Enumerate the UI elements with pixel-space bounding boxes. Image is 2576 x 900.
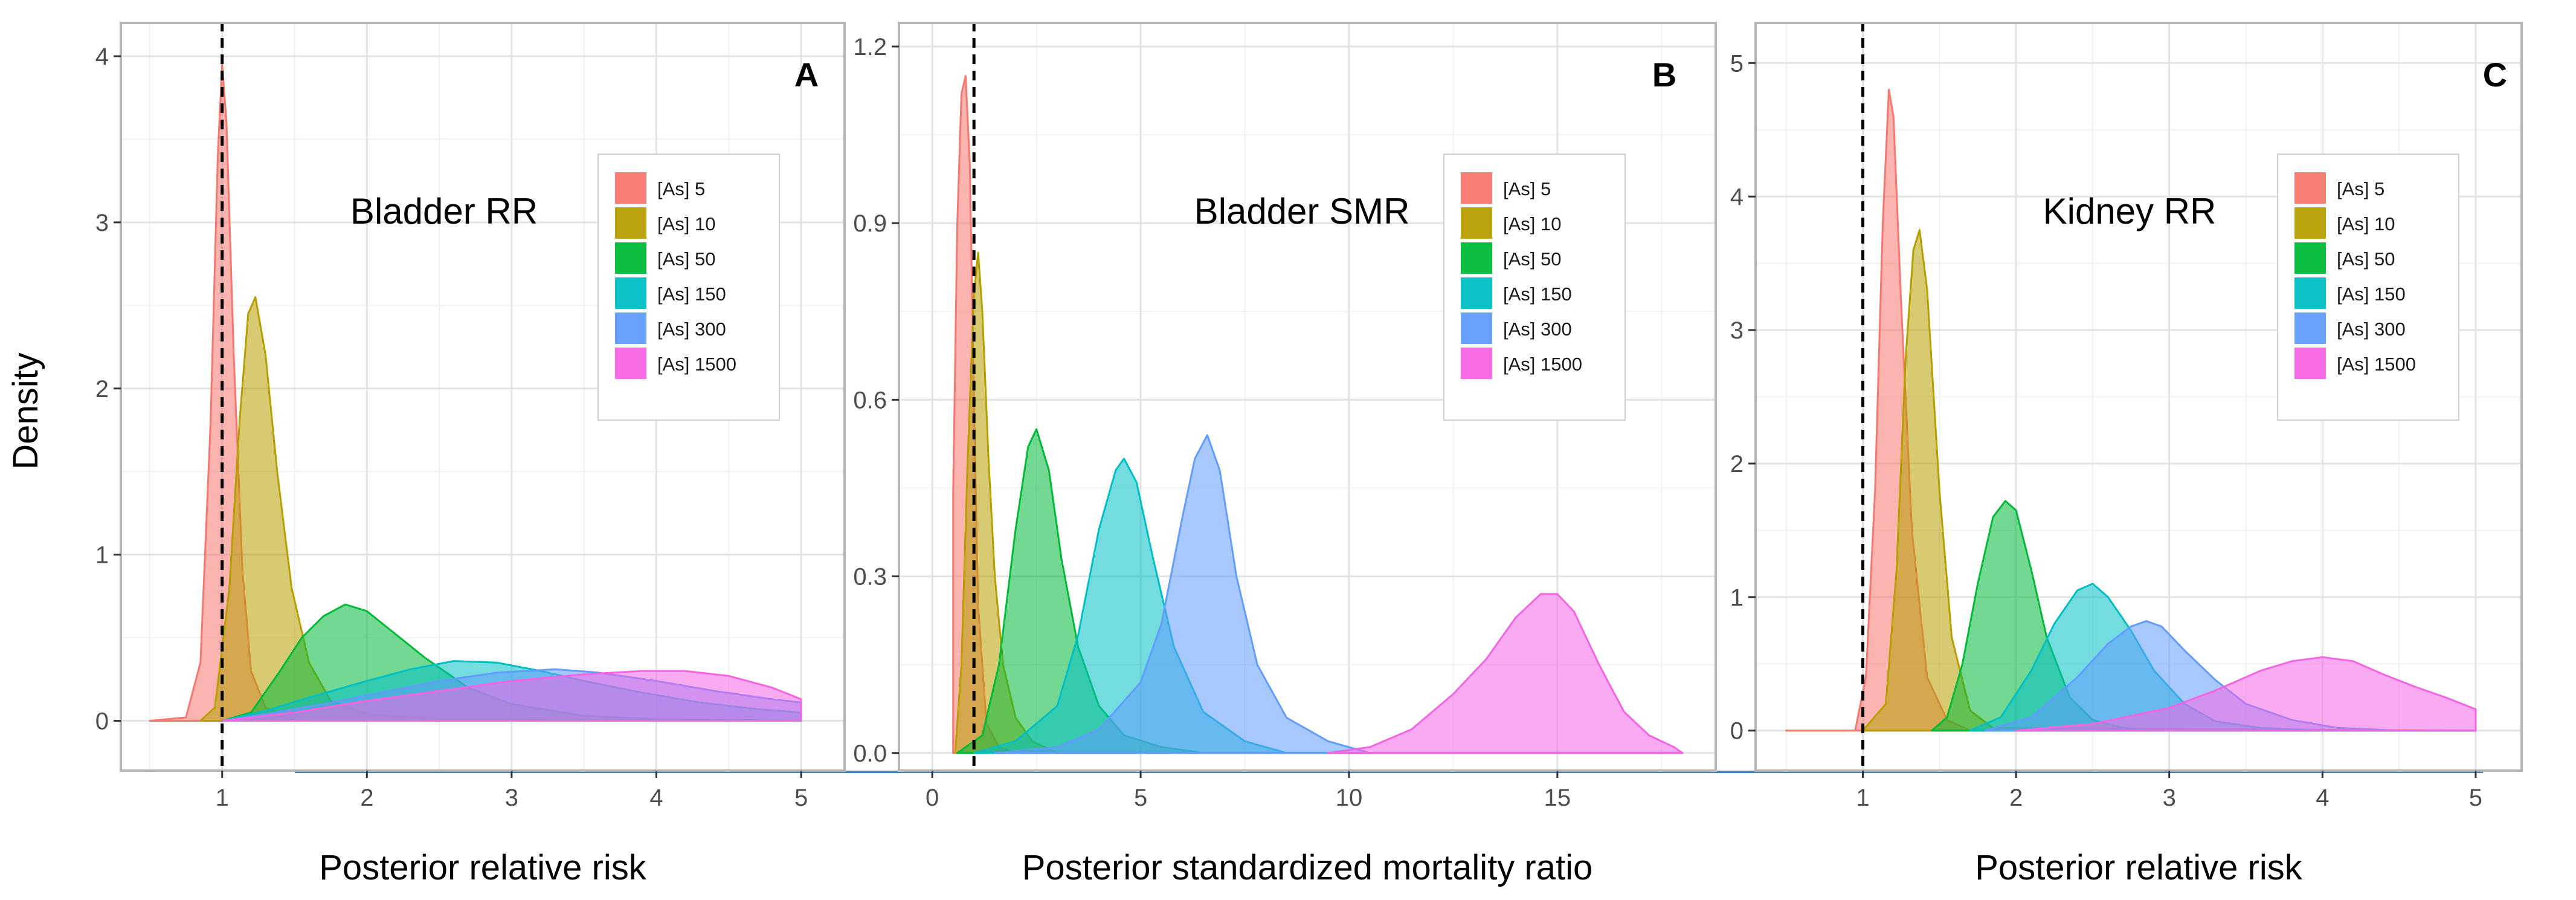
- legend: [As] 5 [As] 10 [As] 50 [As] 150 [As] 300 [As]…: [1443, 154, 1626, 421]
- y-axis-label: Density: [6, 352, 45, 469]
- x-tick-label: 4: [2316, 785, 2329, 811]
- legend-swatch: [615, 348, 646, 379]
- legend-label: [As] 1500: [2337, 354, 2416, 375]
- legend-swatch: [615, 312, 646, 344]
- x-tick-label: 15: [1544, 785, 1571, 811]
- legend-swatch: [615, 172, 646, 204]
- density-area-300: [994, 434, 1684, 754]
- panel-letter: A: [794, 56, 819, 94]
- panel-c: 1 2 3 4 5 0 1 2 3 4 5 Posterior relative risk C Kidne…: [1730, 22, 2523, 887]
- legend-swatch: [1461, 348, 1492, 379]
- legend-label: [As] 50: [1503, 248, 1562, 270]
- legend-swatch: [615, 242, 646, 274]
- panel-frame: [1754, 22, 2523, 772]
- y-tick-label: 0.9: [853, 210, 887, 237]
- x-tick-label: 5: [2469, 785, 2482, 811]
- x-tick-label: 2: [360, 785, 373, 811]
- legend-label: [As] 150: [657, 283, 726, 305]
- y-tick-label: 1.2: [853, 34, 887, 60]
- y-tick-label: 1: [95, 542, 109, 569]
- panel-annotation: Bladder RR: [350, 191, 538, 231]
- x-tick-label: 2: [2009, 785, 2023, 811]
- x-tick-label: 10: [1336, 785, 1363, 811]
- x-tick-label: 3: [2163, 785, 2176, 811]
- legend-label: [As] 5: [1503, 178, 1551, 199]
- legend: [As] 5 [As] 10 [As] 50 [As] 150 [As] 300 [As]…: [597, 154, 780, 421]
- density-area-1500: [221, 670, 802, 722]
- legend-label: [As] 1500: [657, 354, 736, 375]
- y-tick-label: 5: [1730, 50, 1744, 77]
- legend-label: [As] 10: [2337, 213, 2395, 235]
- y-tick-label: 0.3: [853, 564, 887, 591]
- x-tick-label: 3: [505, 785, 518, 811]
- x-tick-label: 0: [926, 785, 939, 811]
- legend-swatch: [1461, 207, 1492, 239]
- x-tick-label: 5: [794, 785, 808, 811]
- x-tick-label: 5: [1134, 785, 1147, 811]
- legend-swatch: [2294, 172, 2326, 204]
- legend-swatch: [2294, 312, 2326, 344]
- legend-label: [As] 10: [1503, 213, 1562, 235]
- legend-swatch: [1461, 172, 1492, 204]
- density-area-1500: [2015, 656, 2477, 732]
- legend-label: [As] 1500: [1503, 354, 1582, 375]
- y-tick-label: 4: [1730, 184, 1744, 210]
- legend-swatch: [1461, 312, 1492, 344]
- legend-swatch: [2294, 348, 2326, 379]
- panel-annotation: Kidney RR: [2043, 191, 2217, 231]
- panel-annotation: Bladder SMR: [1194, 191, 1410, 231]
- x-tick-label: 4: [649, 785, 663, 811]
- y-tick-label: 2: [95, 376, 109, 403]
- y-tick-label: 3: [95, 210, 109, 236]
- legend-swatch: [615, 207, 646, 239]
- panel-frame: [120, 22, 846, 772]
- legend-swatch: [615, 277, 646, 309]
- legend-label: [As] 150: [2337, 283, 2406, 305]
- panel-letter: B: [1652, 56, 1676, 94]
- legend-label: [As] 10: [657, 213, 716, 235]
- legend-label: [As] 300: [1503, 319, 1572, 340]
- x-tick-label: 1: [1856, 785, 1869, 811]
- legend-swatch: [1461, 242, 1492, 274]
- legend: [As] 5 [As] 10 [As] 50 [As] 150 [As] 300 [As]…: [2277, 154, 2459, 421]
- y-tick-label: 0.6: [853, 387, 887, 413]
- legend-label: [As] 300: [657, 319, 726, 340]
- legend-swatch: [2294, 277, 2326, 309]
- x-axis-title: Posterior relative risk: [319, 848, 646, 887]
- legend-label: [As] 300: [2337, 319, 2406, 340]
- legend-label: [As] 50: [2337, 248, 2395, 270]
- legend-swatch: [1461, 277, 1492, 309]
- legend-label: [As] 50: [657, 248, 716, 270]
- y-tick-label: 0: [95, 708, 109, 735]
- panel-b: 0 5 10 15 0.0 0.3 0.6 0.9 1.2 Posterior standardi…: [853, 22, 1717, 887]
- x-tick-label: 1: [216, 785, 229, 811]
- y-tick-label: 4: [95, 44, 109, 70]
- legend-label: [As] 5: [657, 178, 705, 199]
- legend-swatch: [2294, 207, 2326, 239]
- y-tick-label: 2: [1730, 451, 1744, 478]
- panel-letter: C: [2483, 56, 2507, 94]
- panel-frame: [898, 22, 1717, 772]
- x-axis-title: Posterior standardized mortality ratio: [1022, 848, 1593, 887]
- y-tick-label: 1: [1730, 584, 1744, 611]
- legend-swatch: [2294, 242, 2326, 274]
- legend-label: [As] 5: [2337, 178, 2384, 199]
- density-area-1500: [1327, 593, 1684, 754]
- x-axis-title: Posterior relative risk: [1975, 848, 2302, 887]
- legend-label: [As] 150: [1503, 283, 1572, 305]
- panel-a: 1 2 3 4 5 0 1 2 3 4 Posterior relative risk A Bladde…: [95, 22, 846, 887]
- y-tick-label: 0.0: [853, 740, 887, 767]
- y-tick-label: 0: [1730, 718, 1744, 745]
- y-tick-label: 3: [1730, 317, 1744, 344]
